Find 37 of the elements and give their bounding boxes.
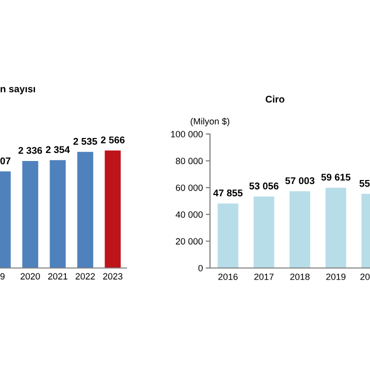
- annotation: 55: [359, 180, 370, 187]
- x-tick-label: 2019: [326, 274, 346, 280]
- x-tick-label: 9: [0, 273, 5, 280]
- x-tick-label: 2016: [218, 274, 238, 280]
- y-tick-label: 60 000: [176, 184, 203, 191]
- data-label: 2 535: [73, 138, 98, 145]
- y-tick-label: 0: [198, 264, 203, 272]
- data-label: 2 354: [46, 146, 70, 154]
- y-tick-label: 40 000: [176, 211, 203, 218]
- y-tick-label: 100 000: [171, 130, 203, 138]
- x-tick-label: 20: [360, 274, 370, 280]
- y-tick-label: 80 000: [176, 158, 203, 164]
- bar: [104, 150, 121, 268]
- data-label: 2 566: [100, 136, 125, 144]
- y-tick-label: 20 000: [176, 238, 203, 245]
- bar: [290, 191, 310, 268]
- data-label: 47 855: [213, 190, 243, 196]
- bar: [218, 203, 238, 268]
- bar: [326, 188, 346, 268]
- y-axis-title: (Milyon $): [190, 118, 230, 126]
- bar: [254, 196, 274, 268]
- data-label: 53 056: [249, 182, 278, 190]
- x-tick-label: 2022: [76, 273, 95, 280]
- chart-title: n sayısı: [0, 86, 35, 94]
- data-label: 59 615: [321, 174, 350, 181]
- x-tick-label: 2017: [254, 274, 274, 280]
- bar: [50, 160, 66, 268]
- x-tick-label: 2021: [48, 273, 68, 280]
- x-tick-label: 2018: [290, 274, 310, 280]
- data-label: 57 003: [285, 177, 314, 184]
- x-tick-label: 2023: [103, 273, 122, 280]
- chart-title: Ciro: [266, 95, 284, 103]
- bar: [77, 152, 94, 268]
- x-tick-label: 2020: [20, 273, 40, 280]
- data-label: 2 336: [18, 146, 42, 154]
- annotation: 07: [0, 157, 10, 164]
- bar: [22, 160, 38, 268]
